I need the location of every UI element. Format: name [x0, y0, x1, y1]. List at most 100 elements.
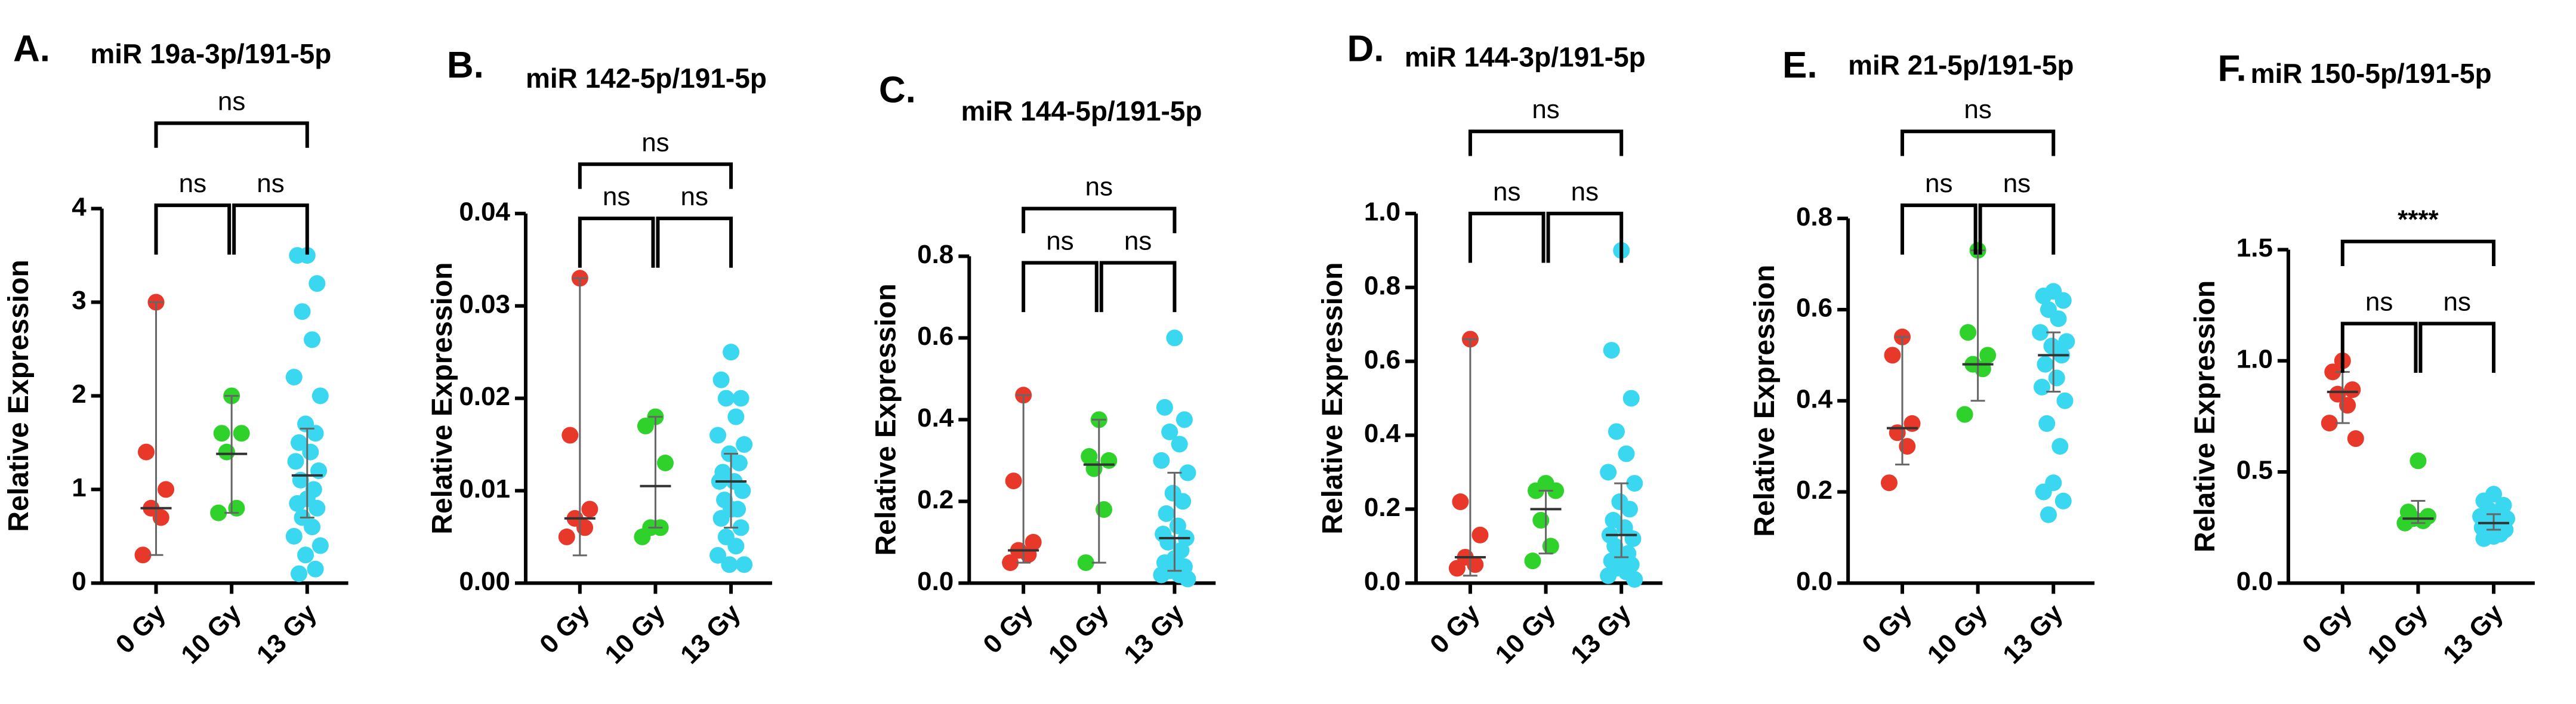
- data-point: [1624, 530, 1642, 547]
- x-tick-label: 10 Gy: [599, 598, 671, 670]
- data-point: [307, 560, 324, 578]
- y-axis-label: Relative Expression: [427, 262, 458, 534]
- data-point: [1979, 347, 1997, 364]
- data-point: [1174, 493, 1192, 510]
- data-point: [2032, 324, 2049, 341]
- data-point: [736, 436, 753, 453]
- significance-bracket: [2340, 322, 2418, 373]
- significance-label: ns: [2443, 287, 2470, 316]
- data-point: [1448, 560, 1466, 577]
- y-tick-label: 1: [72, 473, 86, 502]
- data-point: [1621, 501, 1638, 518]
- data-point: [1161, 423, 1179, 440]
- data-point: [304, 518, 321, 536]
- data-point: [228, 499, 245, 517]
- data-point: [1158, 505, 1175, 522]
- x-tick-label: 10 Gy: [1489, 598, 1561, 670]
- significance-bracket: [1546, 211, 1624, 263]
- data-point: [1077, 554, 1094, 572]
- data-point: [1899, 438, 1916, 455]
- significance-bracket: [578, 162, 733, 189]
- significance-label: ns: [1085, 172, 1113, 202]
- data-point: [732, 390, 749, 407]
- significance-label: ns: [1964, 95, 1991, 124]
- data-point: [304, 331, 321, 348]
- significance-bracket: [232, 203, 309, 255]
- data-point: [1547, 482, 1565, 499]
- data-point: [656, 455, 674, 472]
- y-tick-label: 3: [72, 286, 86, 315]
- y-axis-label: Relative Expression: [2189, 280, 2221, 552]
- data-point: [1005, 473, 1022, 490]
- x-tick-label: 13 Gy: [1997, 598, 2069, 670]
- data-point: [2347, 430, 2364, 447]
- y-tick-label: 4: [72, 192, 87, 221]
- data-point: [2035, 483, 2052, 501]
- data-point: [732, 519, 749, 536]
- data-point: [1542, 538, 1559, 555]
- data-point: [1880, 474, 1898, 492]
- y-tick-label: 0.5: [2236, 456, 2273, 485]
- data-point: [558, 528, 575, 545]
- data-point: [1532, 512, 1550, 529]
- data-point: [1002, 554, 1019, 572]
- data-point: [311, 387, 329, 405]
- data-point: [289, 247, 306, 264]
- significance-bracket: [1900, 203, 1977, 255]
- panel-title: miR 142-5p/191-5p: [526, 63, 767, 94]
- x-tick-label: 13 Gy: [675, 598, 746, 670]
- data-point: [1960, 324, 1977, 341]
- data-point: [285, 527, 303, 545]
- x-tick-label: 0 Gy: [1424, 598, 1485, 659]
- significance-label: ns: [179, 169, 206, 198]
- data-point: [285, 369, 303, 386]
- y-tick-label: 0.4: [917, 403, 954, 433]
- data-point: [291, 565, 308, 582]
- data-point: [2040, 506, 2057, 523]
- y-tick-label: 0.2: [1364, 493, 1400, 522]
- data-point: [308, 499, 326, 517]
- data-point: [2051, 438, 2069, 455]
- data-point: [2321, 415, 2338, 432]
- data-point: [134, 546, 152, 564]
- significance-label: ns: [2365, 287, 2393, 316]
- y-tick-label: 0.0: [917, 567, 954, 596]
- data-point: [2396, 514, 2414, 532]
- y-axis-label: Relative Expression: [1749, 265, 1781, 537]
- significance-bracket: [154, 203, 232, 255]
- significance-label: ns: [1046, 226, 1073, 255]
- data-point: [2410, 452, 2427, 470]
- x-tick-label: 0 Gy: [2297, 598, 2358, 659]
- significance-label: ns: [1925, 169, 1952, 198]
- y-tick-label: 1.0: [2236, 344, 2273, 373]
- panel-letter: A.: [13, 29, 50, 70]
- y-axis-label: Relative Expression: [1317, 262, 1349, 534]
- significance-bracket: [2340, 239, 2496, 266]
- data-point: [1179, 464, 1196, 481]
- y-tick-label: 0.8: [1364, 271, 1400, 300]
- data-point: [736, 556, 753, 573]
- x-tick-label: 10 Gy: [2362, 598, 2433, 670]
- y-tick-label: 0.6: [1796, 294, 1832, 323]
- significance-label: ns: [1571, 177, 1599, 206]
- y-tick-label: 1.5: [2236, 233, 2273, 263]
- significance-label: ****: [2398, 205, 2439, 234]
- significance-label: ns: [641, 128, 669, 157]
- data-point: [1467, 556, 1484, 573]
- x-tick-label: 0 Gy: [534, 598, 595, 659]
- data-point: [289, 495, 306, 512]
- data-point: [158, 481, 175, 498]
- data-point: [1626, 475, 1643, 492]
- data-point: [2058, 333, 2075, 350]
- data-point: [1889, 424, 1906, 441]
- significance-bracket: [1468, 129, 1624, 156]
- y-tick-label: 0.01: [459, 474, 510, 504]
- data-point: [723, 344, 740, 361]
- data-point: [1603, 342, 1620, 359]
- y-tick-label: 0.2: [1796, 475, 1832, 505]
- data-point: [1884, 347, 1901, 364]
- data-point: [213, 425, 230, 442]
- data-point: [294, 303, 311, 320]
- data-point: [1171, 436, 1188, 453]
